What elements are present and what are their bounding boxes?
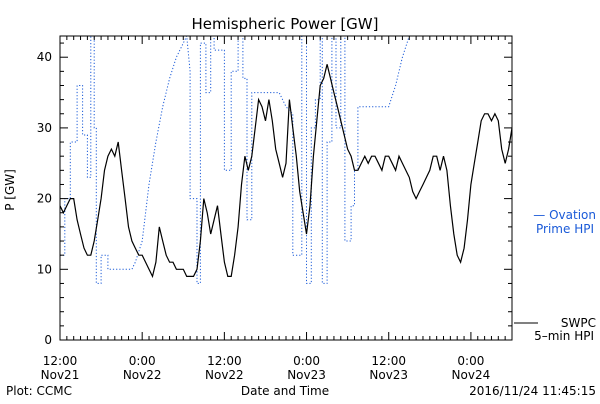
x-tick-label-time: 0:00	[293, 354, 320, 368]
legend-ovation-line2: Prime HPI	[536, 222, 594, 236]
plot-credit: Plot: CCMC	[6, 384, 72, 398]
y-tick-label: 20	[37, 192, 52, 206]
y-tick-label: 0	[44, 333, 52, 347]
plot-frame	[59, 35, 513, 341]
x-tick-label-time: 12:00	[207, 354, 242, 368]
y-tick-label: 30	[37, 121, 52, 135]
y-tick-label: 40	[37, 50, 52, 64]
x-tick-label-date: Nov23	[287, 368, 326, 382]
x-tick-label-time: 0:00	[129, 354, 156, 368]
x-tick-label-time: 0:00	[457, 354, 484, 368]
x-tick-label-time: 12:00	[43, 354, 78, 368]
y-axis-label: P [GW]	[3, 169, 17, 211]
plot-area: 01020304012:00Nov210:00Nov2212:00Nov220:…	[37, 35, 513, 382]
y-tick-label: 10	[37, 262, 52, 276]
legend-swpc-line1: SWPC	[561, 316, 596, 330]
x-tick-label-date: Nov21	[41, 368, 80, 382]
series-line-ovation-prime-hpi	[60, 36, 410, 284]
plot-timestamp: 2016/11/24 11:45:15	[469, 384, 596, 398]
legend-swpc-line2: 5–min HPI	[534, 329, 594, 343]
x-tick-label-date: Nov24	[452, 368, 491, 382]
x-axis-label: Date and Time	[241, 384, 329, 398]
series-group	[60, 36, 512, 284]
chart-title: Hemispheric Power [GW]	[192, 15, 379, 33]
x-tick-label-date: Nov22	[205, 368, 244, 382]
x-tick-label-time: 12:00	[371, 354, 406, 368]
legend-ovation-line1: — Ovation	[533, 208, 596, 222]
x-tick-label-date: Nov22	[123, 368, 162, 382]
series-line-swpc-5-min-hpi	[60, 64, 512, 279]
x-tick-label-date: Nov23	[369, 368, 408, 382]
